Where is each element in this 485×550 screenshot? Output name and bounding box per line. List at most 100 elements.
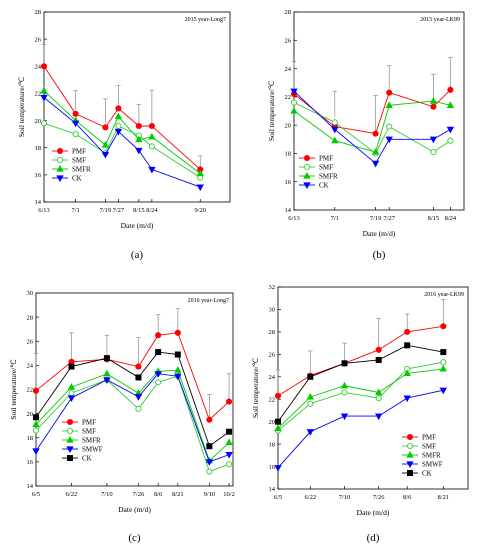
data-point-pmf [226,398,233,405]
data-point-ck [375,356,382,363]
data-point-smf [447,137,454,144]
y-tick-label: 30 [27,290,34,297]
legend-label: PMF [72,148,86,156]
x-axis-title: Date (m/d) [121,221,154,230]
series-line-pmf [35,332,230,421]
x-tick-label: 8/21 [438,494,450,501]
y-tick-label: 18 [269,441,276,448]
data-point-smf [68,390,75,397]
data-point-pmf [135,122,142,130]
legend-label: CK [422,470,432,478]
y-axis-title: Soil temperature/℃ [267,80,276,141]
data-point-ck [114,128,123,136]
series-line-smf [293,102,451,155]
y-tick-label: 30 [269,307,276,314]
legend-marker [56,156,64,164]
series-line-smwf [35,373,230,463]
y-tick-label: 28 [35,9,42,16]
panel-title: 2015 year-LK99 [420,17,460,23]
data-point-pmf [372,130,379,137]
y-tick-label: 14 [27,483,34,490]
series-line-pmf [277,325,444,397]
y-tick-label: 22 [27,387,34,394]
data-point-pmf [148,122,155,130]
data-point-ck [68,363,75,370]
data-point-smwf [205,459,214,466]
y-tick-label: 16 [285,179,292,186]
data-point-smwf [174,373,182,381]
y-tick-label: 22 [35,91,42,98]
data-point-smfr [290,106,298,114]
data-point-smfr [331,136,339,144]
x-axis-title: Date (m/d) [363,229,396,238]
data-point-smwf [103,377,111,384]
data-point-smfr [225,438,233,446]
x-tick-label: 10/2 [223,491,235,498]
x-tick-label: 7/10 [101,491,113,498]
y-tick-label: 28 [27,314,34,321]
legend-label: CK [72,175,82,183]
data-point-pmf [430,103,437,110]
legend-label: SMF [82,428,96,436]
data-point-ck [331,126,339,134]
data-point-pmf [155,332,162,339]
data-point-smfr [114,112,123,120]
x-tick-label: 7/27 [383,215,395,222]
data-point-smwf [340,413,349,421]
data-point-ck [33,414,40,421]
series-line-ck [43,97,201,188]
chart-panel-d: 14 16 18 20 22 24 26 28 30 32 6/5 6/22 7/10 7/26 8/6 8/… [251,284,469,544]
y-tick-label: 22 [285,94,292,101]
data-point-pmf [206,416,213,423]
y-tick-label: 18 [285,151,292,158]
data-point-smfr [371,147,380,155]
legend-marker [303,182,311,190]
data-point-ck [307,373,314,380]
data-point-ck [206,443,213,450]
x-tick-label: 8/15 [428,215,440,222]
data-point-smf [290,99,298,106]
legend-label: CK [82,455,92,463]
x-axis-title: Date (m/d) [357,508,390,517]
legend-label: SMF [72,157,86,165]
legend-label: PMF [82,419,96,427]
legend-marker [67,454,74,461]
y-tick-label: 28 [285,9,292,16]
legend-label: PMF [422,434,436,442]
data-point-ck [101,151,110,159]
data-point-pmf [40,63,48,70]
data-point-pmf [274,392,282,399]
legend-label: SMWF [82,446,103,454]
legend-marker [406,450,414,458]
data-point-ck [385,136,393,144]
y-axis-title: Soil temperature/℃ [9,359,18,420]
data-point-smf [32,427,40,434]
data-point-smf [430,148,437,156]
data-point-smf [386,123,393,130]
data-point-smwf [134,394,143,401]
data-point-ck [226,428,233,435]
data-point-smfr [375,388,383,396]
x-tick-label: 7/26 [373,494,385,501]
y-tick-label: 26 [285,37,292,44]
y-tick-label: 24 [27,363,34,370]
data-point-ck [148,166,156,174]
x-tick-label: 8/6 [403,494,412,501]
data-point-smfr [403,369,411,377]
y-tick-label: 20 [269,419,276,426]
series-line-smwf [277,389,444,468]
data-point-ck [71,120,80,128]
x-tick-label: 7/10 [339,494,351,501]
data-point-smf [331,119,338,126]
panel-title: 2015 year-Long7 [185,17,226,23]
plot-frame [35,292,234,487]
plot-frame [43,11,231,203]
data-point-smf [206,468,213,475]
y-tick-label: 20 [285,122,292,129]
legend-label: PMF [319,155,333,163]
legend-marker [406,469,413,476]
series-line-smfr [293,100,451,153]
data-point-smwf [67,395,76,402]
